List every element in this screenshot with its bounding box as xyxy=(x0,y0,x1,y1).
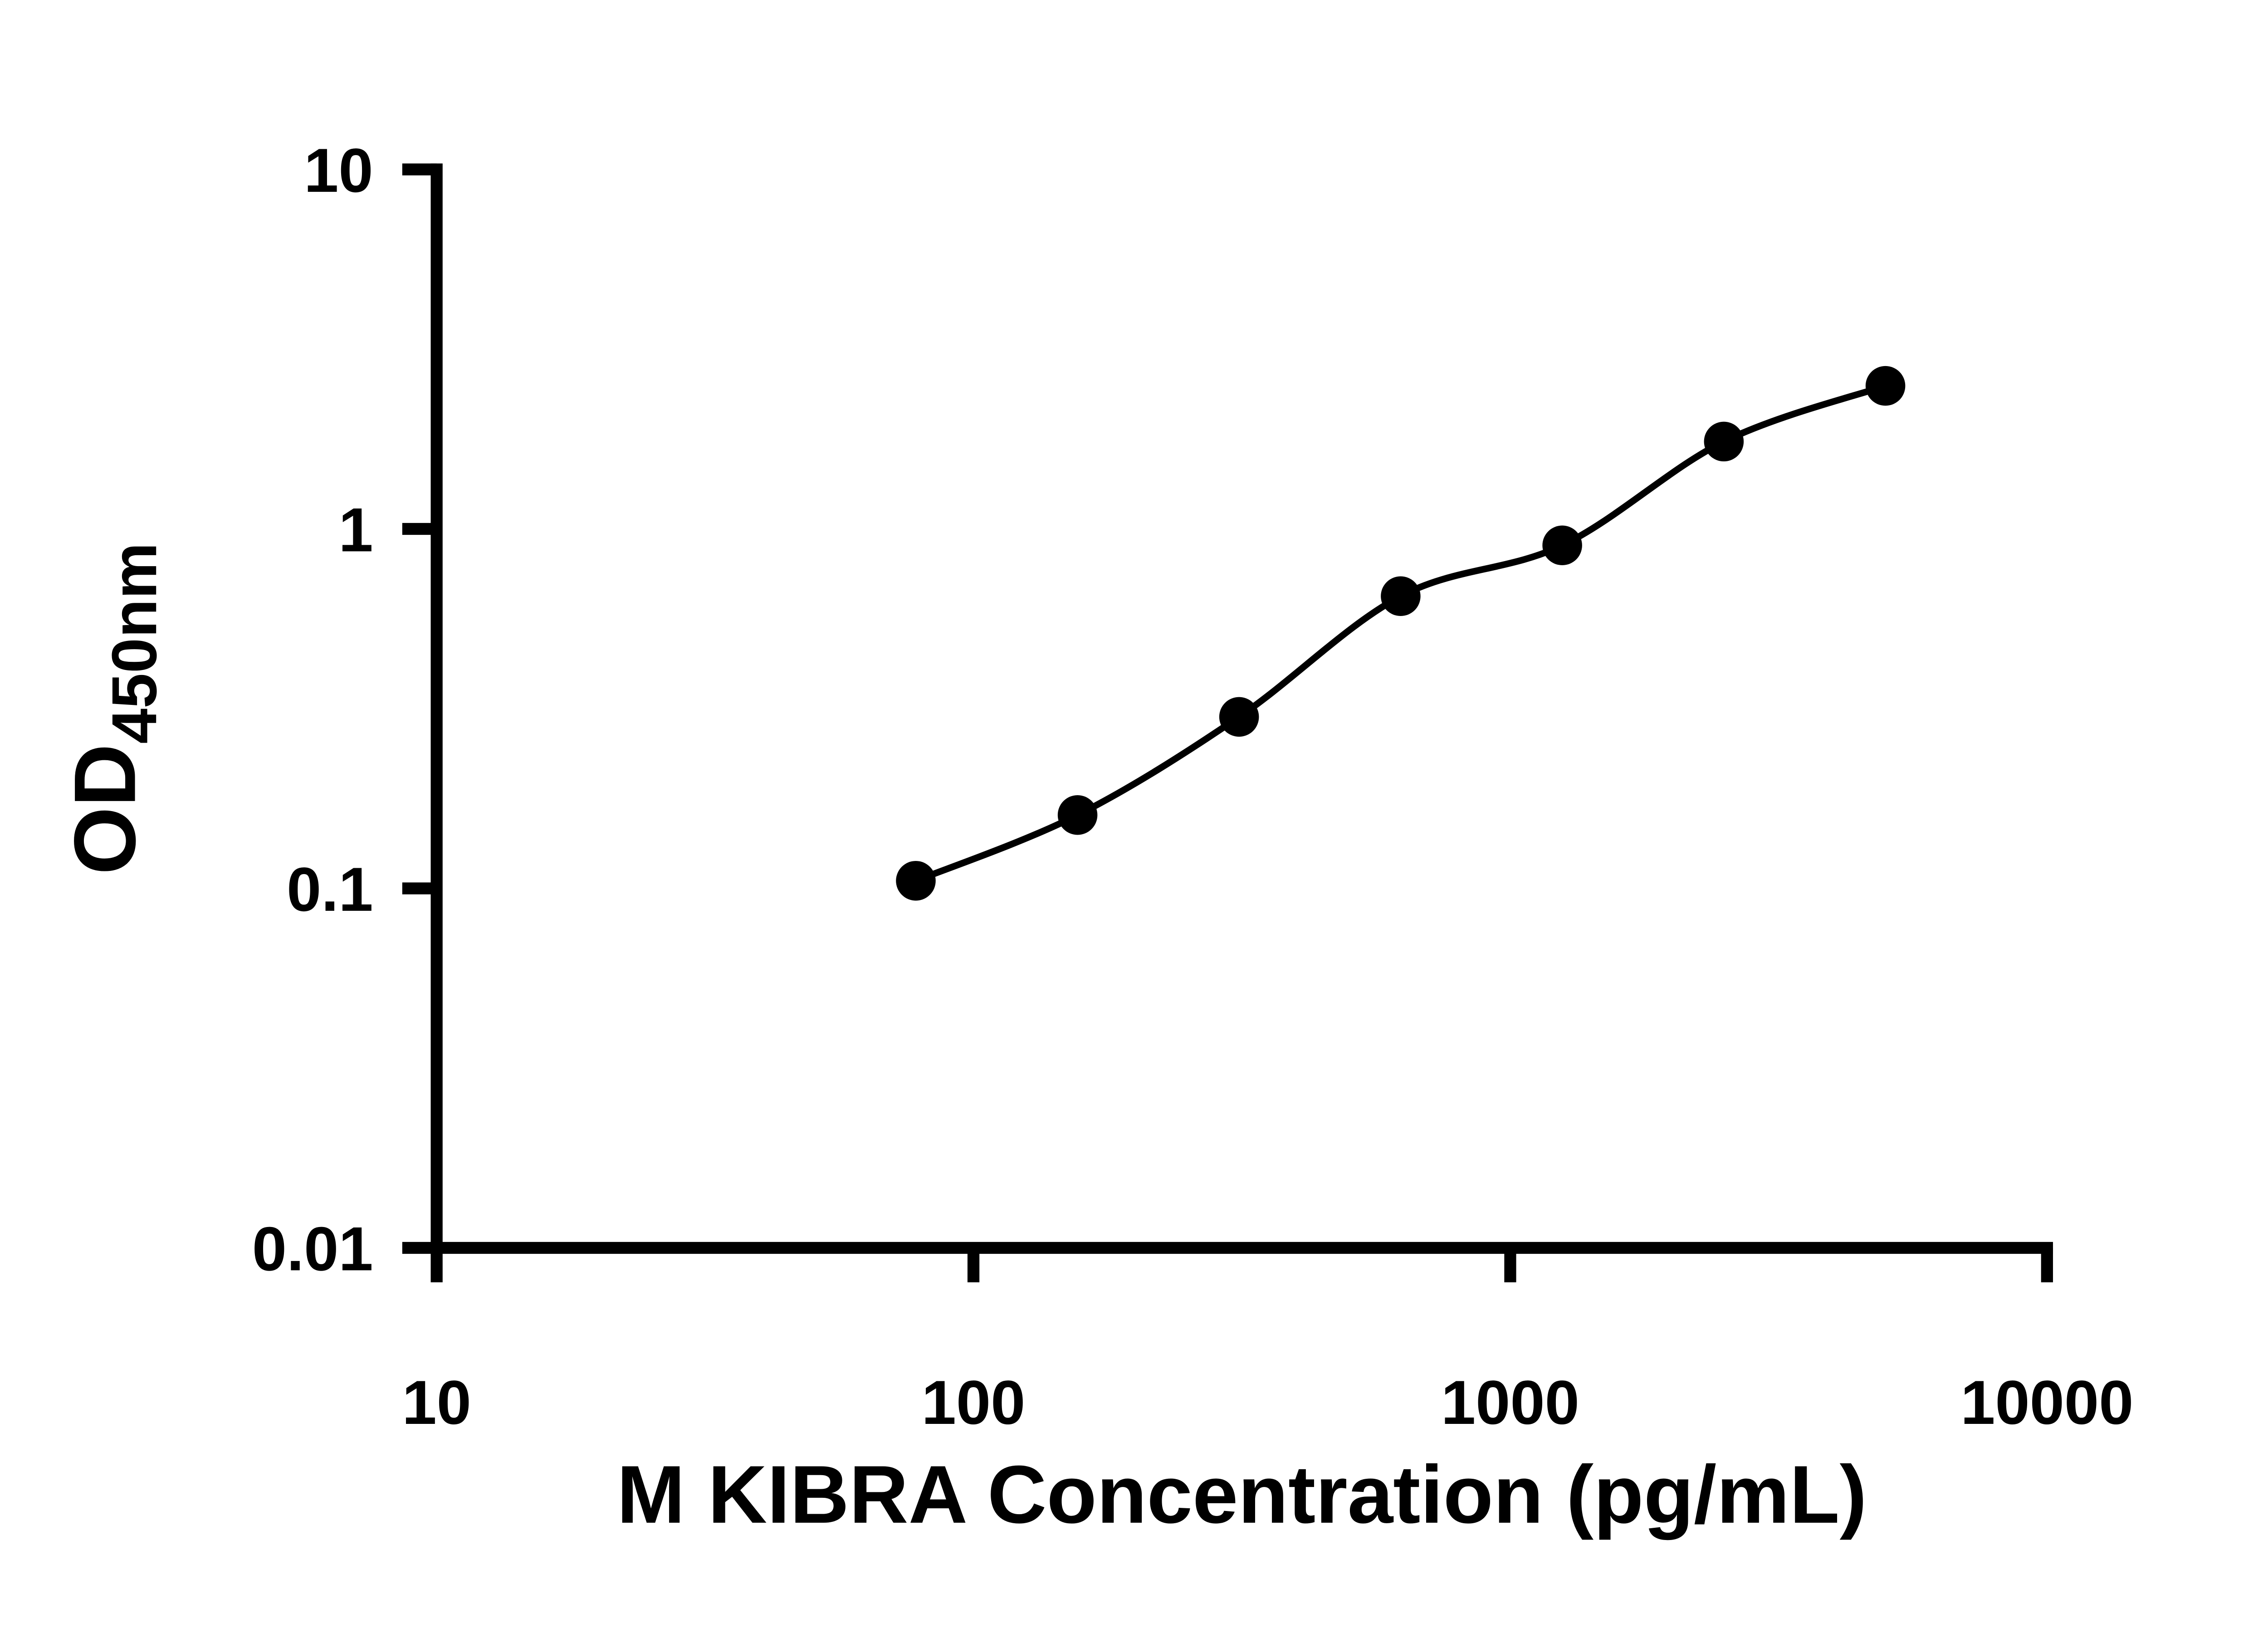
x-axis-tick-label: 10000 xyxy=(1960,1368,2133,1437)
data-point-marker xyxy=(1542,525,1582,566)
data-point-marker xyxy=(1219,697,1259,737)
x-axis-tick-label: 100 xyxy=(922,1368,1026,1437)
x-axis-title: M KIBRA Concentration (pg/mL) xyxy=(617,1449,1867,1540)
y-axis-tick-label: 10 xyxy=(304,136,373,205)
data-point-marker xyxy=(1057,795,1098,835)
y-axis-title-main: OD xyxy=(56,744,154,875)
y-axis-tick-label: 0.1 xyxy=(287,855,373,924)
x-axis-tick-label: 1000 xyxy=(1441,1368,1579,1437)
x-axis-tick-label: 10 xyxy=(402,1368,471,1437)
y-axis-title-subscript: 450nm xyxy=(98,543,170,744)
y-axis-title: OD450nm xyxy=(56,543,170,875)
data-point-marker xyxy=(1381,576,1421,616)
data-point-marker xyxy=(1865,366,1906,406)
y-axis-tick-label: 1 xyxy=(338,495,373,565)
y-axis-tick-label: 0.01 xyxy=(252,1214,373,1284)
data-point-marker xyxy=(896,861,936,901)
data-point-marker xyxy=(1704,421,1744,462)
